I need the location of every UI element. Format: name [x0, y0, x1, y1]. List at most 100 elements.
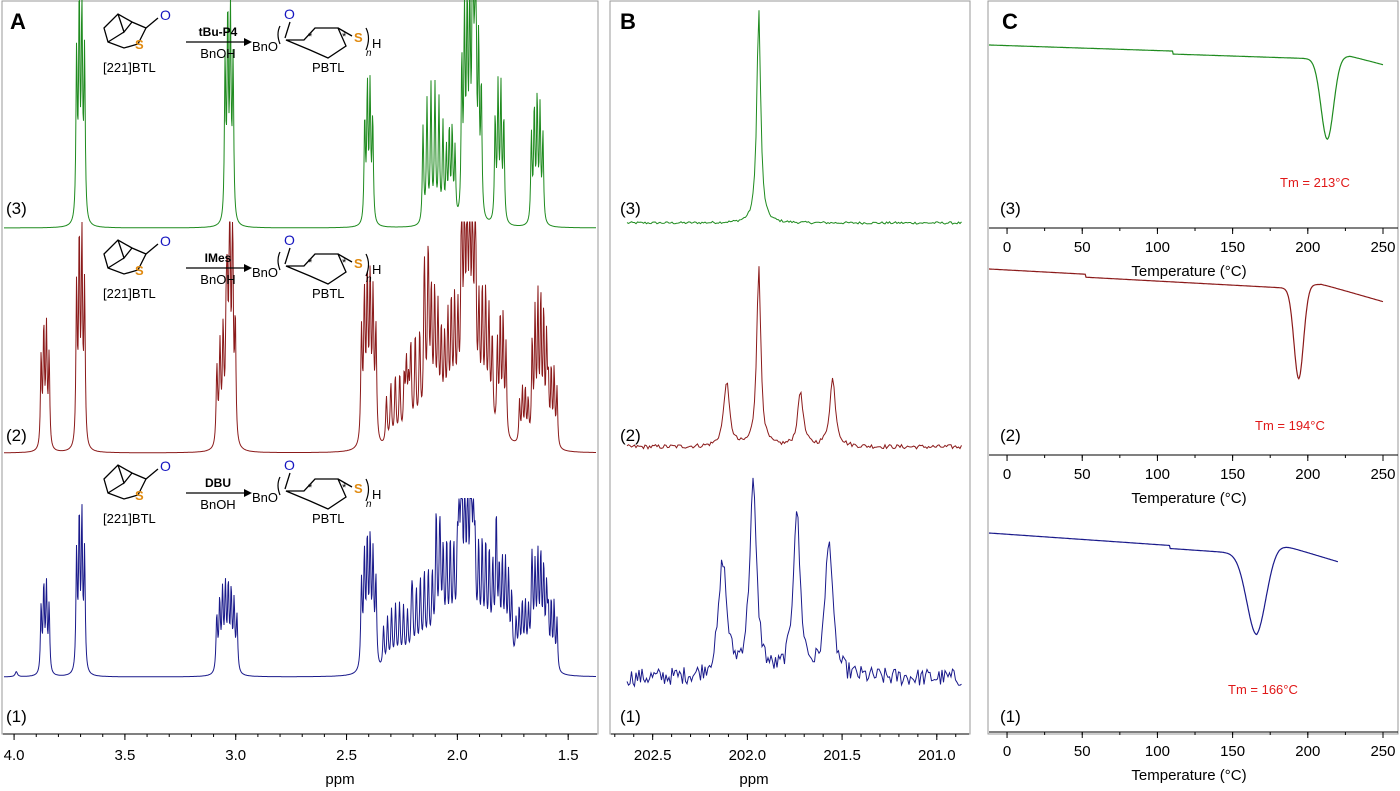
panel-c-tick-label: 50 — [1074, 239, 1091, 256]
panel-c-tick-label: 0 — [1003, 239, 1011, 256]
svg-text:*: * — [308, 257, 313, 269]
panel-c-trace-label-1: (1) — [1000, 707, 1021, 726]
initiator-name: BnOH — [200, 46, 235, 61]
panel-b-trace-label-1: (1) — [620, 707, 641, 726]
svg-text:*: * — [308, 482, 313, 494]
panel-c-tm-label-3: Tm = 213°C — [1280, 175, 1350, 190]
monomer-name: [221]BTL — [103, 60, 156, 75]
panel-b-trace-label-3: (3) — [620, 199, 641, 218]
panel-b-tick-label: 202.5 — [634, 747, 672, 764]
reaction-scheme-3: O S [221]BTL tBu-P4 BnOH BnO O * * SnH PBTL — [103, 6, 381, 75]
repeat-n: n — [366, 274, 372, 285]
panel-a-spectrum-2 — [4, 221, 596, 454]
panel-c-tm-label-1: Tm = 166°C — [1228, 682, 1298, 697]
panel-c-tick-label: 100 — [1145, 743, 1170, 760]
panel-b-spectrum-2 — [626, 266, 962, 450]
panel-c-tick-label: 250 — [1370, 743, 1395, 760]
panel-b-frame — [609, 0, 971, 735]
panel-letter-c: C — [1002, 9, 1018, 34]
panel-a-x-axis-title: ppm — [325, 771, 354, 788]
polymer-name: PBTL — [312, 60, 345, 75]
panel-a-trace-label-2: (2) — [6, 426, 27, 445]
panel-a-tick-label: 3.0 — [225, 747, 246, 764]
panel-letter-a: A — [10, 9, 26, 34]
monomer-sulfur: S — [135, 263, 144, 278]
ester-group: BnO — [252, 490, 278, 505]
panel-c-dsc-curve-1 — [988, 532, 1339, 636]
catalyst-name: tBu-P4 — [199, 25, 238, 39]
panel-b: 202.5 202.0 201.5 201.0 ppm (3) (2) (1) — [611, 10, 969, 788]
panel-a-trace-label-3: (3) — [6, 199, 27, 218]
reaction-scheme-1: O S [221]BTL DBU BnOH BnO O * * SnH PBTL — [103, 457, 381, 526]
panel-a-spectrum-3 — [4, 0, 596, 229]
repeat-n: n — [366, 499, 372, 510]
panel-b-traces — [626, 10, 962, 688]
catalyst-name: IMes — [205, 251, 232, 265]
panel-a-spectrum-1 — [4, 498, 596, 678]
panel-c-tick-label: 250 — [1370, 466, 1395, 483]
panel-c-frame — [987, 0, 1399, 735]
panel-c-tick-label: 200 — [1295, 466, 1320, 483]
monomer-name: [221]BTL — [103, 511, 156, 526]
panel-c: Tm = 213°C Tm = 194°C Tm = 166°C 0 50 100 150… — [988, 44, 1398, 784]
panel-c-trace-label-3: (3) — [1000, 199, 1021, 218]
svg-text:*: * — [342, 482, 347, 494]
polymer-name: PBTL — [312, 286, 345, 301]
ester-group: BnO — [252, 265, 278, 280]
panel-a-tick-label: 2.0 — [447, 747, 468, 764]
svg-text:*: * — [342, 31, 347, 43]
panel-c-tick-label: 250 — [1370, 239, 1395, 256]
initiator-name: BnOH — [200, 497, 235, 512]
svg-text:*: * — [308, 31, 313, 43]
panel-b-spectrum-1 — [626, 477, 962, 688]
panel-c-dsc-curve-3 — [989, 44, 1384, 141]
polymer-sulfur: S — [354, 256, 363, 271]
chain-end: H — [372, 487, 381, 502]
panel-a-x-axis: 4.0 3.5 3.0 2.5 2.0 1.5 — [3, 733, 597, 764]
panel-c-x-axis-title: Temperature (°C) — [1131, 767, 1246, 784]
chain-end: H — [372, 36, 381, 51]
panel-c-x-axis-title: Temperature (°C) — [1131, 490, 1246, 507]
panel-c-tick-label: 200 — [1295, 743, 1320, 760]
panel-c-x-axis-title: Temperature (°C) — [1131, 263, 1246, 280]
polymer-name: PBTL — [312, 511, 345, 526]
reaction-scheme-2: O S [221]BTL IMes BnOH BnO O * * SnH PBTL — [103, 232, 381, 301]
panel-c-tick-label: 100 — [1145, 239, 1170, 256]
panel-c-tick-label: 100 — [1145, 466, 1170, 483]
panel-c-tick-label: 150 — [1220, 743, 1245, 760]
panel-a-tick-label: 4.0 — [4, 747, 25, 764]
panel-b-tick-label: 201.0 — [918, 747, 956, 764]
monomer-oxygen: O — [160, 7, 171, 23]
panel-c-tick-label: 150 — [1220, 239, 1245, 256]
panel-a-tick-label: 2.5 — [336, 747, 357, 764]
polymer-oxygen: O — [284, 457, 295, 473]
panel-b-spectrum-3 — [626, 10, 962, 225]
monomer-oxygen: O — [160, 458, 171, 474]
panel-c-tick-label: 150 — [1220, 466, 1245, 483]
panel-c-tick-label: 50 — [1074, 743, 1091, 760]
polymer-sulfur: S — [354, 481, 363, 496]
panel-letter-b: B — [620, 9, 636, 34]
panel-b-x-axis-title: ppm — [739, 771, 768, 788]
polymer-sulfur: S — [354, 30, 363, 45]
panel-a-traces — [4, 0, 596, 678]
panel-c-tick-label: 0 — [1003, 743, 1011, 760]
monomer-name: [221]BTL — [103, 286, 156, 301]
svg-text:*: * — [342, 257, 347, 269]
panel-a-trace-label-1: (1) — [6, 707, 27, 726]
panel-b-tick-label: 201.5 — [823, 747, 861, 764]
monomer-sulfur: S — [135, 488, 144, 503]
panel-a-frame — [1, 0, 599, 735]
monomer-oxygen: O — [160, 233, 171, 249]
panel-c-dsc-curve-2 — [989, 268, 1384, 380]
polymer-oxygen: O — [284, 232, 295, 248]
panel-c-tm-label-2: Tm = 194°C — [1255, 418, 1325, 433]
panel-b-trace-label-2: (2) — [620, 426, 641, 445]
panel-a-tick-label: 1.5 — [558, 747, 579, 764]
panel-c-traces: Tm = 213°C Tm = 194°C Tm = 166°C — [988, 44, 1384, 697]
panel-a-tick-label: 3.5 — [114, 747, 135, 764]
panel-b-tick-label: 202.0 — [729, 747, 767, 764]
